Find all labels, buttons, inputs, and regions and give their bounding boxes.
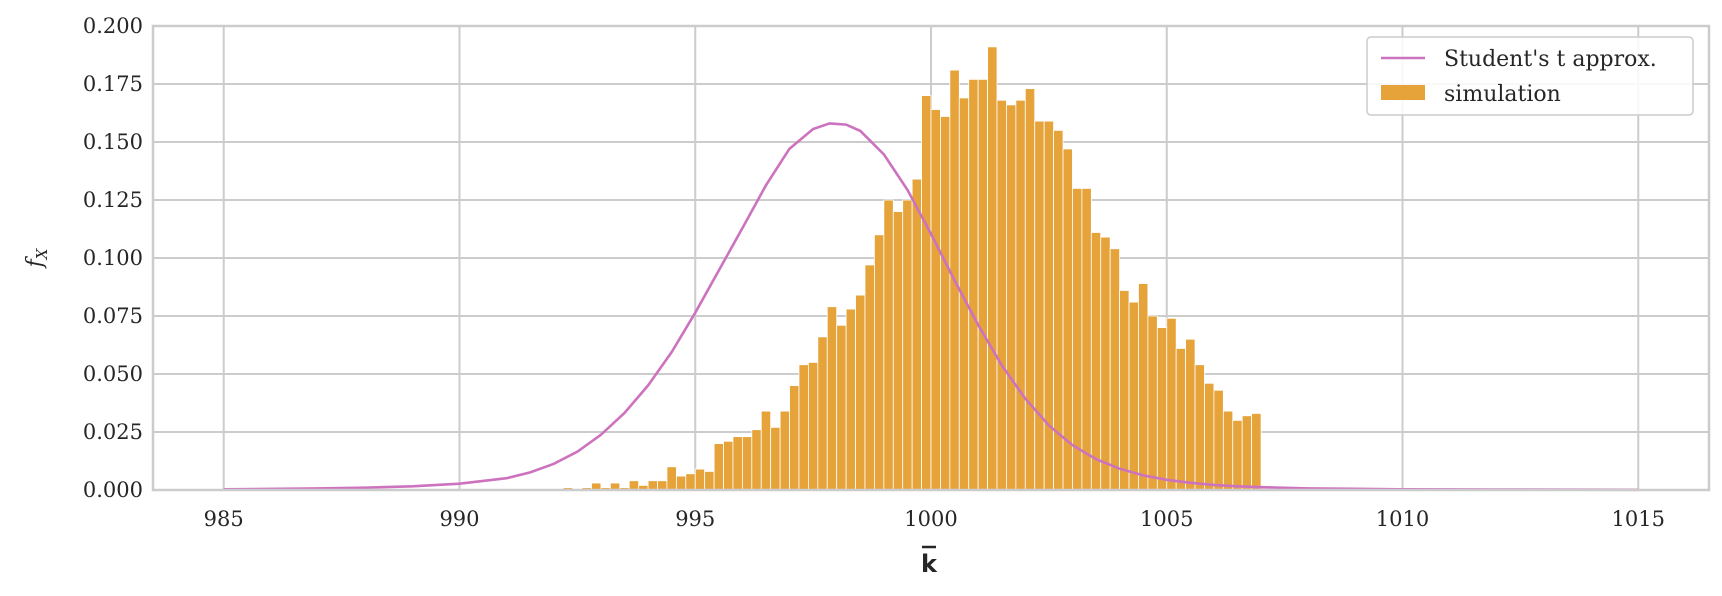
y-tick-label: 0.200 (83, 14, 143, 38)
histogram-bar (1138, 283, 1149, 491)
y-tick-label: 0.050 (83, 362, 143, 386)
histogram-bar (694, 468, 706, 491)
histogram-bar (874, 234, 885, 491)
histogram-bar (883, 199, 894, 491)
y-tick-label: 0.100 (83, 246, 143, 270)
histogram-bar (826, 306, 838, 491)
histogram-bar (732, 436, 743, 491)
histogram-bar (855, 294, 866, 491)
histogram-bar (741, 436, 753, 491)
x-axis-label: k (921, 545, 938, 578)
histogram-bar (1015, 99, 1026, 491)
svg-text:fX: fX (23, 247, 51, 269)
histogram-bar (1175, 348, 1187, 491)
histogram-bar (789, 385, 800, 491)
histogram-bar (657, 480, 668, 491)
histogram-bar (1251, 413, 1262, 491)
histogram-bar (628, 480, 640, 491)
histogram-bar (1213, 389, 1224, 491)
x-tick-label: 1005 (1140, 507, 1193, 531)
legend-label-student-t: Student's t approx. (1444, 47, 1657, 72)
histogram-bar (1109, 248, 1121, 491)
histogram-bar (751, 429, 762, 491)
y-tick-label: 0.025 (83, 420, 143, 444)
y-tick-label: 0.150 (83, 130, 143, 154)
x-tick-label: 985 (204, 507, 244, 531)
histogram-bar (1232, 419, 1243, 491)
histogram-bar (1090, 232, 1102, 491)
histogram-bar (685, 473, 696, 491)
histogram-bar (1100, 236, 1111, 491)
histogram-bar (911, 178, 922, 491)
histogram-bar (930, 109, 941, 491)
histogram-bar (864, 264, 875, 491)
histogram-bar (1166, 317, 1177, 491)
histogram-bar (1156, 327, 1168, 491)
histogram-bar (1185, 338, 1196, 491)
histogram-bar (1119, 290, 1130, 491)
histogram-bar (1128, 301, 1139, 491)
x-tick-label: 1010 (1376, 507, 1429, 531)
histogram-bar (1034, 120, 1045, 491)
histogram-bar (675, 475, 687, 491)
histogram-bar (940, 116, 951, 491)
histogram-bar (770, 426, 781, 491)
x-tick-label: 995 (675, 507, 715, 531)
histogram-bar (1194, 364, 1205, 491)
histogram-bar (921, 95, 932, 491)
x-tick-label: 1015 (1612, 507, 1665, 531)
histogram-bars (562, 46, 1262, 491)
plot-frame (151, 24, 1711, 492)
y-tick-label: 0.075 (83, 304, 143, 328)
histogram-bar (1204, 382, 1215, 491)
histogram-bar (647, 480, 658, 491)
histogram-bar (760, 410, 772, 491)
x-axis-label-text: k (921, 550, 938, 578)
y-tick-label: 0.000 (83, 478, 143, 502)
y-axis-label-subscript: X (33, 247, 51, 260)
legend: Student's t approx. simulation (1366, 36, 1694, 116)
histogram-bar (779, 410, 790, 491)
legend-label-simulation: simulation (1444, 82, 1561, 107)
histogram-bar (1006, 104, 1017, 491)
legend-bar-swatch (1381, 85, 1425, 100)
histogram-bar (892, 211, 904, 491)
histogram-bar (1222, 410, 1234, 491)
legend-box (1366, 36, 1694, 116)
histogram-bar (1147, 315, 1158, 491)
histogram-bar (987, 46, 998, 491)
histogram-bar (808, 361, 819, 491)
histogram-bar (713, 443, 724, 491)
histogram-bar (1024, 88, 1036, 491)
y-tick-label: 0.175 (83, 72, 143, 96)
histogram-bar (817, 336, 828, 491)
series-line-student-t (223, 122, 1639, 492)
histogram-bar (1043, 120, 1054, 491)
histogram-bar (1241, 415, 1253, 491)
y-tick-labels: 0.000 0.025 0.050 0.075 0.100 0.125 0.150 0.175… (83, 14, 143, 502)
histogram-bar (845, 308, 856, 491)
histogram-bar (704, 471, 715, 491)
x-tick-label: 990 (439, 507, 479, 531)
histogram-bar (666, 466, 677, 491)
histogram-bar (798, 364, 809, 491)
histogram-bar (977, 78, 988, 491)
histogram-bar (1081, 187, 1092, 491)
histogram-bar (902, 199, 913, 491)
histogram-bar (996, 99, 1007, 491)
y-axis-label: fX (23, 247, 51, 269)
x-tick-labels: 985 990 995 1000 1005 1010 1015 (204, 507, 1665, 531)
x-tick-label: 1000 (904, 507, 957, 531)
histogram-bar (723, 440, 734, 491)
histogram-bar (836, 324, 847, 491)
y-tick-label: 0.125 (83, 188, 143, 212)
histogram-bar (968, 78, 979, 491)
